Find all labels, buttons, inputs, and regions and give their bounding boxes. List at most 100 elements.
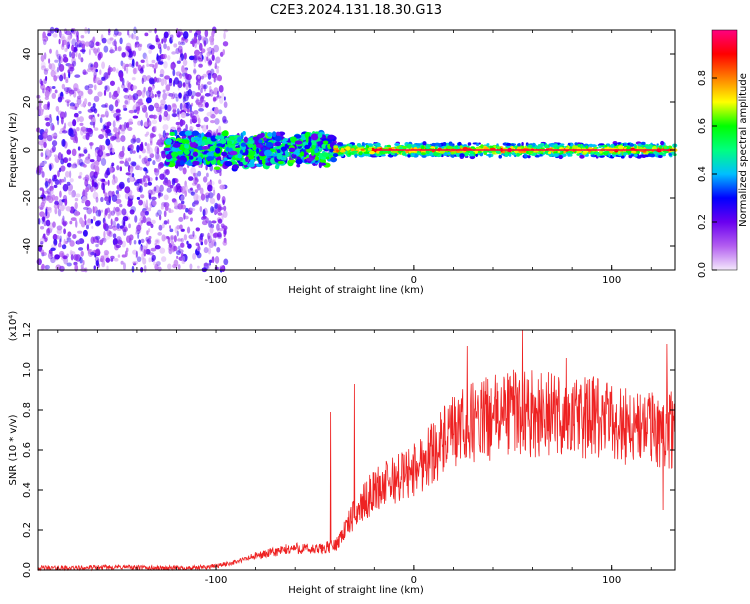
noise-speckle <box>207 235 212 244</box>
carrier-speckle <box>477 150 482 154</box>
carrier-speckle <box>434 152 441 155</box>
noise-speckle <box>163 220 168 225</box>
noise-speckle <box>95 196 99 203</box>
noise-speckle <box>132 260 139 265</box>
carrier-speckle <box>356 142 362 147</box>
noise-speckle <box>175 97 179 102</box>
noise-speckle <box>146 230 149 236</box>
carrier-speckle <box>469 150 474 155</box>
noise-speckle <box>138 166 143 171</box>
noise-speckle <box>124 250 128 258</box>
noise-speckle <box>118 181 125 190</box>
noise-speckle <box>50 179 53 187</box>
noise-speckle <box>154 185 160 193</box>
noise-speckle <box>170 235 174 243</box>
noise-speckle <box>119 166 123 172</box>
noise-speckle <box>151 257 154 263</box>
carrier-speckle <box>335 149 340 152</box>
noise-speckle <box>221 213 224 221</box>
carrier-speckle <box>576 153 581 156</box>
noise-speckle <box>143 87 146 93</box>
noise-speckle <box>163 110 169 118</box>
noise-speckle <box>176 108 180 115</box>
carrier-speckle <box>517 143 521 147</box>
noise-speckle <box>219 265 225 271</box>
signal-speckle <box>263 137 267 142</box>
noise-speckle <box>212 132 216 137</box>
carrier-speckle <box>653 146 657 150</box>
signal-speckle <box>274 135 282 142</box>
noise-speckle <box>102 222 107 230</box>
noise-speckle <box>159 73 164 78</box>
noise-speckle <box>134 181 140 187</box>
carrier-speckle <box>634 145 637 149</box>
noise-speckle <box>180 242 184 247</box>
noise-speckle <box>58 74 64 82</box>
noise-speckle <box>206 81 212 85</box>
noise-speckle <box>135 184 141 189</box>
noise-speckle <box>71 38 77 47</box>
noise-speckle <box>158 114 162 123</box>
noise-speckle <box>107 213 111 219</box>
noise-speckle <box>140 119 143 127</box>
noise-speckle <box>205 194 209 203</box>
noise-speckle <box>176 255 179 259</box>
noise-speckle <box>104 196 110 202</box>
noise-speckle <box>163 210 167 218</box>
noise-speckle <box>80 57 84 63</box>
noise-speckle <box>123 94 130 99</box>
noise-speckle <box>151 119 158 125</box>
carrier-speckle <box>505 142 512 146</box>
noise-speckle <box>59 32 62 37</box>
noise-speckle <box>198 42 203 51</box>
noise-speckle <box>87 248 91 255</box>
carrier-speckle <box>367 143 373 146</box>
noise-speckle <box>195 114 200 121</box>
noise-speckle <box>105 128 111 134</box>
noise-speckle <box>62 205 66 210</box>
noise-speckle <box>88 48 91 56</box>
noise-speckle <box>193 199 200 206</box>
carrier-speckle <box>514 154 517 158</box>
noise-speckle <box>200 193 206 201</box>
noise-speckle <box>74 197 79 202</box>
noise-speckle <box>66 41 70 49</box>
carrier-speckle <box>629 143 635 147</box>
carrier-speckle <box>574 142 578 146</box>
noise-speckle <box>74 106 78 110</box>
carrier-speckle <box>649 153 656 158</box>
noise-speckle <box>53 154 58 158</box>
noise-speckle <box>125 45 130 52</box>
noise-speckle <box>131 150 136 155</box>
noise-speckle <box>52 178 58 182</box>
noise-speckle <box>38 218 41 225</box>
signal-speckle <box>236 136 242 143</box>
noise-speckle <box>194 49 201 56</box>
noise-speckle <box>82 260 85 266</box>
noise-speckle <box>46 208 52 214</box>
noise-speckle <box>85 224 89 230</box>
noise-speckle <box>81 196 87 203</box>
carrier-speckle <box>539 142 545 147</box>
carrier-speckle <box>376 153 382 157</box>
noise-speckle <box>164 205 169 211</box>
noise-speckle <box>123 220 126 227</box>
noise-speckle <box>154 62 158 69</box>
y-tick-label: 0.4 <box>22 482 33 498</box>
noise-speckle <box>68 71 71 79</box>
carrier-speckle <box>421 145 425 150</box>
signal-speckle <box>252 136 260 141</box>
noise-speckle <box>197 83 201 91</box>
noise-speckle <box>173 200 178 208</box>
noise-speckle <box>156 239 160 245</box>
noise-speckle <box>112 40 118 47</box>
signal-speckle <box>280 156 286 161</box>
noise-speckle <box>162 222 165 229</box>
noise-speckle <box>223 101 228 108</box>
noise-speckle <box>103 45 109 53</box>
noise-speckle <box>106 265 109 271</box>
noise-speckle <box>199 52 202 58</box>
noise-speckle <box>60 33 65 40</box>
signal-speckle <box>206 156 215 161</box>
noise-speckle <box>97 209 102 217</box>
